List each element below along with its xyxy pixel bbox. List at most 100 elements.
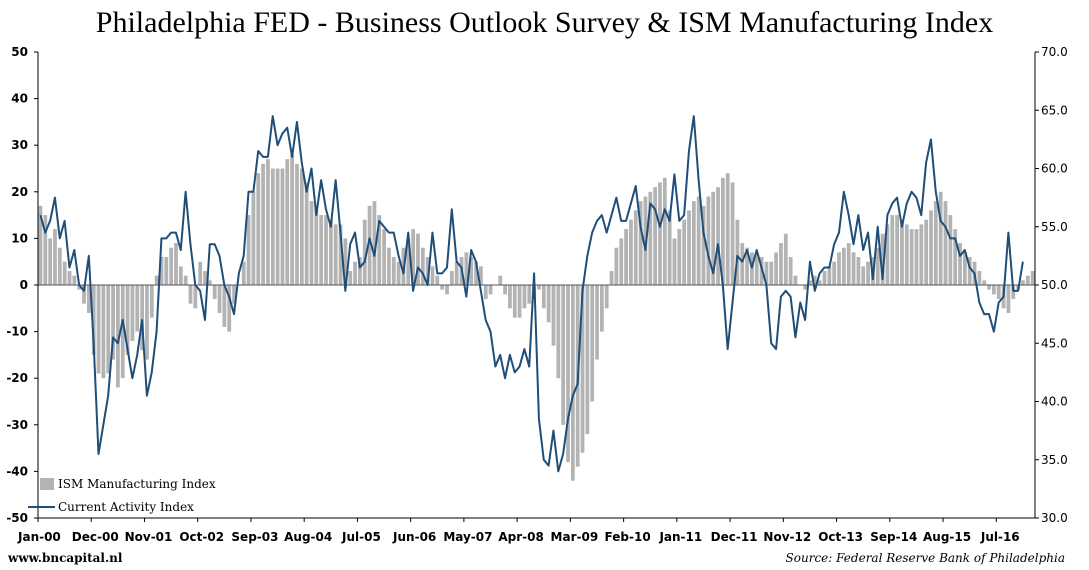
ism-bar [691, 201, 696, 285]
ism-bar [512, 285, 517, 318]
ism-bar [701, 205, 706, 285]
ism-bar [633, 210, 638, 285]
site-label: www.bncapital.nl [8, 551, 123, 565]
ism-bar [658, 182, 662, 285]
ism-bar [890, 215, 895, 285]
x-tick-label: Nov-01 [125, 530, 173, 544]
ism-bar [900, 219, 904, 285]
right-tick-label: 55.0 [1041, 220, 1068, 234]
ism-bar [653, 187, 658, 285]
x-tick-label: Oct-13 [818, 530, 863, 544]
ism-bar [188, 285, 193, 304]
ism-bar [541, 285, 546, 309]
ism-bar [222, 285, 227, 327]
ism-bar [309, 201, 314, 285]
ism-bar [720, 177, 725, 285]
x-tick-label: Aug-15 [923, 530, 971, 544]
ism-bar [503, 285, 507, 295]
ism-bar [203, 271, 207, 285]
ism-bar [745, 247, 749, 285]
ism-bar [178, 266, 183, 285]
ism-bar [662, 177, 667, 285]
x-tick-label: Jul-05 [341, 530, 381, 544]
ism-bar [735, 219, 740, 285]
ism-bar [454, 261, 459, 285]
ism-bar [295, 163, 299, 285]
ism-bar [212, 285, 217, 299]
ism-bar [275, 168, 280, 285]
ism-bar [435, 275, 440, 285]
ism-bar [938, 191, 943, 285]
source-label: Source: Federal Reserve Bank of Philadel… [785, 551, 1065, 565]
right-tick-label: 40.0 [1041, 395, 1068, 409]
ism-bar [600, 285, 604, 332]
ism-bar [227, 285, 232, 332]
ism-bar [193, 285, 198, 309]
ism-bar [808, 280, 812, 285]
ism-bar [96, 285, 101, 374]
ism-bar [827, 266, 832, 285]
ism-bar [895, 215, 900, 285]
ism-bar [590, 285, 595, 402]
ism-bar [382, 229, 386, 285]
ism-bar [164, 257, 169, 285]
ism-bar [754, 252, 759, 285]
ism-bar [183, 275, 188, 285]
ism-bar [556, 285, 561, 379]
ism-bar [251, 191, 256, 285]
ism-bar [517, 285, 522, 318]
ism-bar [149, 285, 154, 318]
ism-bar [416, 233, 420, 285]
ism-bar [769, 261, 774, 285]
ism-bar [962, 252, 967, 285]
left-tick-label: -10 [6, 325, 28, 339]
ism-bar [609, 271, 614, 285]
ism-bar [803, 285, 808, 290]
ism-bar [86, 285, 91, 313]
ism-bar [866, 261, 870, 285]
ism-bar [537, 285, 541, 290]
ism-bar [909, 229, 914, 285]
ism-bar [875, 247, 880, 285]
right-tick-label: 50.0 [1041, 278, 1068, 292]
ism-bar [793, 275, 798, 285]
ism-bar [319, 215, 324, 285]
ism-bar [232, 285, 236, 304]
ism-bar [682, 219, 687, 285]
ism-bar [667, 210, 672, 285]
ism-bar [977, 271, 982, 285]
ism-bar [290, 154, 295, 285]
activity-index-line [39, 115, 1024, 473]
ism-bar [270, 168, 275, 285]
ism-bar [314, 205, 319, 285]
ism-bar [111, 285, 115, 360]
ism-bar [328, 219, 333, 285]
ism-bar [604, 285, 609, 309]
ism-bar [425, 257, 430, 285]
ism-bar [358, 257, 362, 285]
ism-bar [595, 285, 599, 360]
ism-bar [445, 285, 449, 295]
ism-bar [614, 247, 619, 285]
ism-bar [711, 191, 716, 285]
ism-bar [67, 271, 72, 285]
right-tick-label: 70.0 [1041, 45, 1068, 59]
ism-bar [1025, 275, 1030, 285]
ism-bar [958, 243, 962, 285]
ism-bar [788, 257, 793, 285]
ism-bar [846, 243, 851, 285]
right-tick-label: 35.0 [1041, 453, 1068, 467]
left-tick-label: 40 [11, 92, 28, 106]
ism-bar [207, 280, 212, 285]
ism-bar [508, 285, 512, 309]
ism-bar [48, 238, 53, 285]
left-tick-label: 0 [20, 278, 28, 292]
bar-series-ism [38, 154, 1035, 481]
ism-bar [919, 224, 924, 285]
legend: ISM Manufacturing Index Current Activity… [28, 477, 216, 514]
ism-bar [812, 275, 817, 285]
ism-bar [725, 173, 730, 285]
ism-bar [566, 285, 570, 463]
ism-bar [145, 285, 149, 360]
x-tick-label: Jul-16 [980, 530, 1020, 544]
